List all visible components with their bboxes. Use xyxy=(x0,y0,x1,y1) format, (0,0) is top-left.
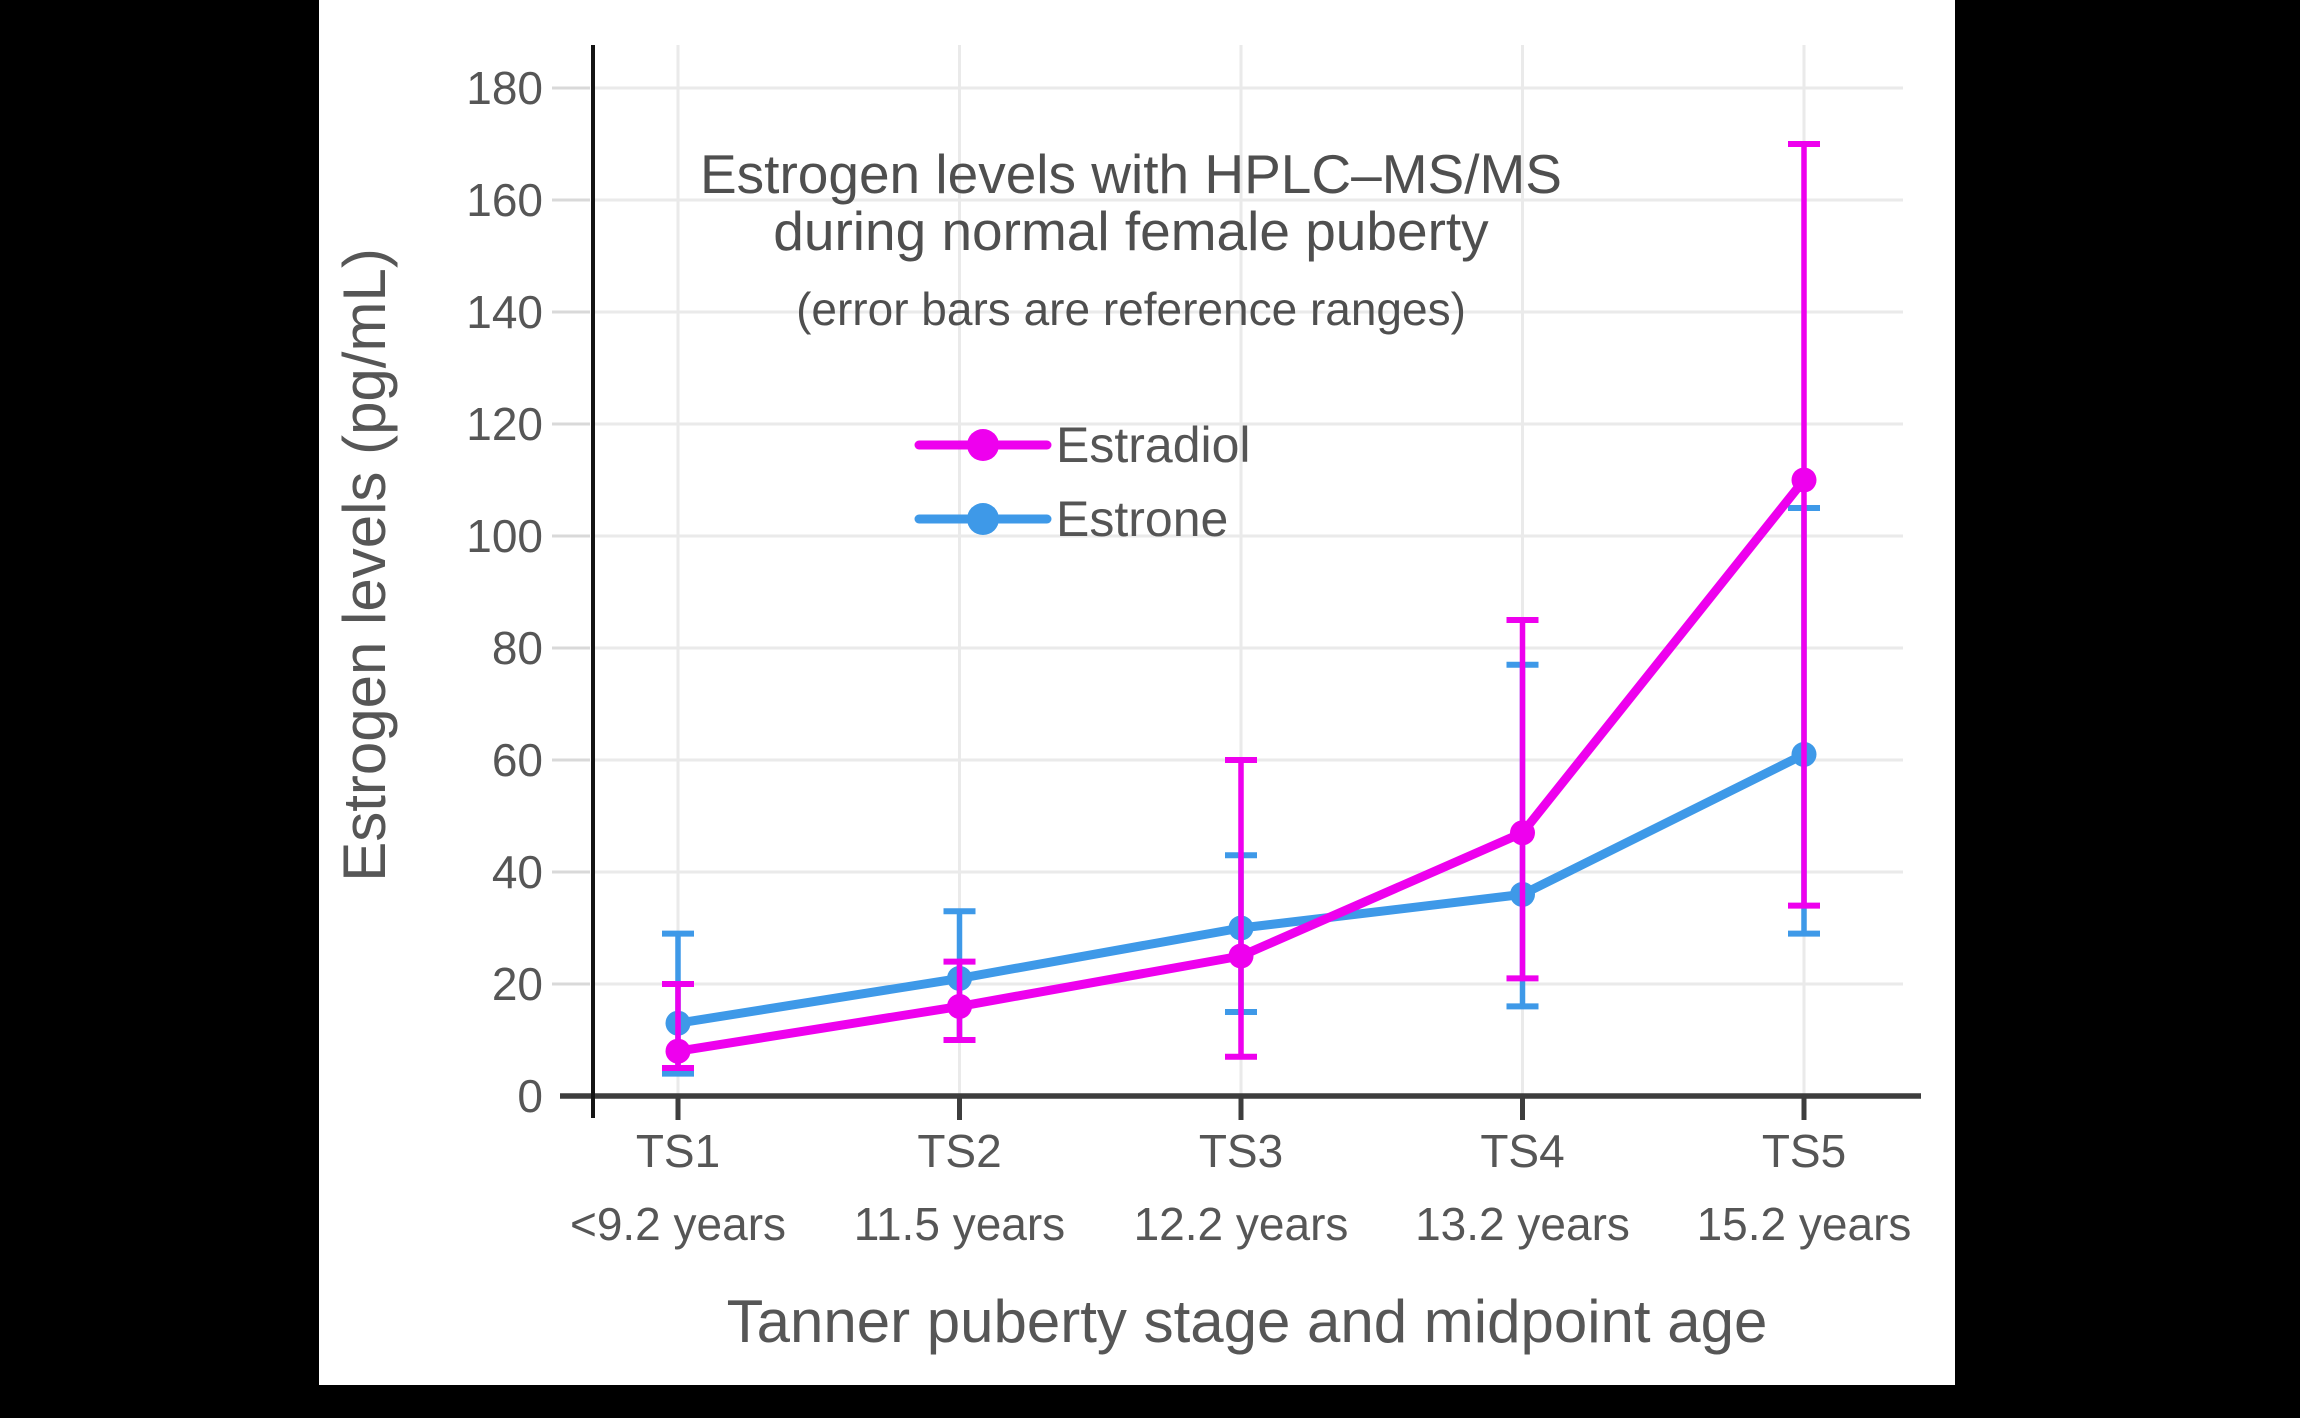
x-tick-label-TS2: TS2 xyxy=(917,1125,1001,1177)
chart-title-line-2: during normal female puberty xyxy=(773,200,1489,262)
data-point-estradiol-TS2-16 xyxy=(947,993,972,1019)
chart-subtitle: (error bars are reference ranges) xyxy=(796,283,1466,335)
x-age-label-TS3: 12.2 years xyxy=(1134,1198,1349,1250)
data-point-estradiol-TS4-47 xyxy=(1510,820,1535,846)
y-tick-label-20: 20 xyxy=(492,958,543,1010)
y-tick-label-140: 140 xyxy=(466,286,543,338)
data-point-estradiol-TS3-25 xyxy=(1228,943,1254,969)
data-point-estradiol-TS5-110 xyxy=(1791,467,1817,493)
x-tick-label-TS1: TS1 xyxy=(636,1125,720,1177)
x-age-label-TS2: 11.5 years xyxy=(854,1198,1065,1250)
x-axis-title: Tanner puberty stage and midpoint age xyxy=(727,1288,1768,1355)
y-tick-label-180: 180 xyxy=(466,62,543,114)
x-tick-label-TS5: TS5 xyxy=(1762,1125,1846,1177)
y-tick-label-80: 80 xyxy=(492,622,543,674)
legend-marker-estradiol xyxy=(967,429,999,461)
x-age-label-TS5: 15.2 years xyxy=(1697,1198,1912,1250)
x-age-label-TS4: 13.2 years xyxy=(1415,1198,1630,1250)
y-tick-label-120: 120 xyxy=(466,398,543,450)
y-tick-label-160: 160 xyxy=(466,174,543,226)
legend-label-estrone: Estrone xyxy=(1056,491,1228,547)
chart-title-line-1: Estrogen levels with HPLC–MS/MS xyxy=(700,143,1562,205)
y-tick-label-100: 100 xyxy=(466,510,543,562)
legend-marker-estrone xyxy=(967,503,999,535)
y-tick-label-60: 60 xyxy=(492,734,543,786)
y-axis-title: Estrogen levels (pg/mL) xyxy=(331,248,398,882)
x-tick-label-TS3: TS3 xyxy=(1199,1125,1283,1177)
chart-canvas: 0 20 40 60 80 100 120 140 160 180 TS1 TS2 TS3 TS4 TS5 <… xyxy=(319,0,1955,1385)
estrogen-levels-line-chart: 0 20 40 60 80 100 120 140 160 180 TS1 TS2 TS3 TS4 TS5 <… xyxy=(331,45,1921,1355)
x-tick-label-TS4: TS4 xyxy=(1480,1125,1564,1177)
y-tick-label-0: 0 xyxy=(517,1070,543,1122)
legend-label-estradiol: Estradiol xyxy=(1056,417,1251,473)
y-tick-label-40: 40 xyxy=(492,846,543,898)
x-age-label-TS1: <9.2 years xyxy=(570,1198,786,1250)
data-point-estradiol-TS1-8 xyxy=(665,1038,691,1064)
